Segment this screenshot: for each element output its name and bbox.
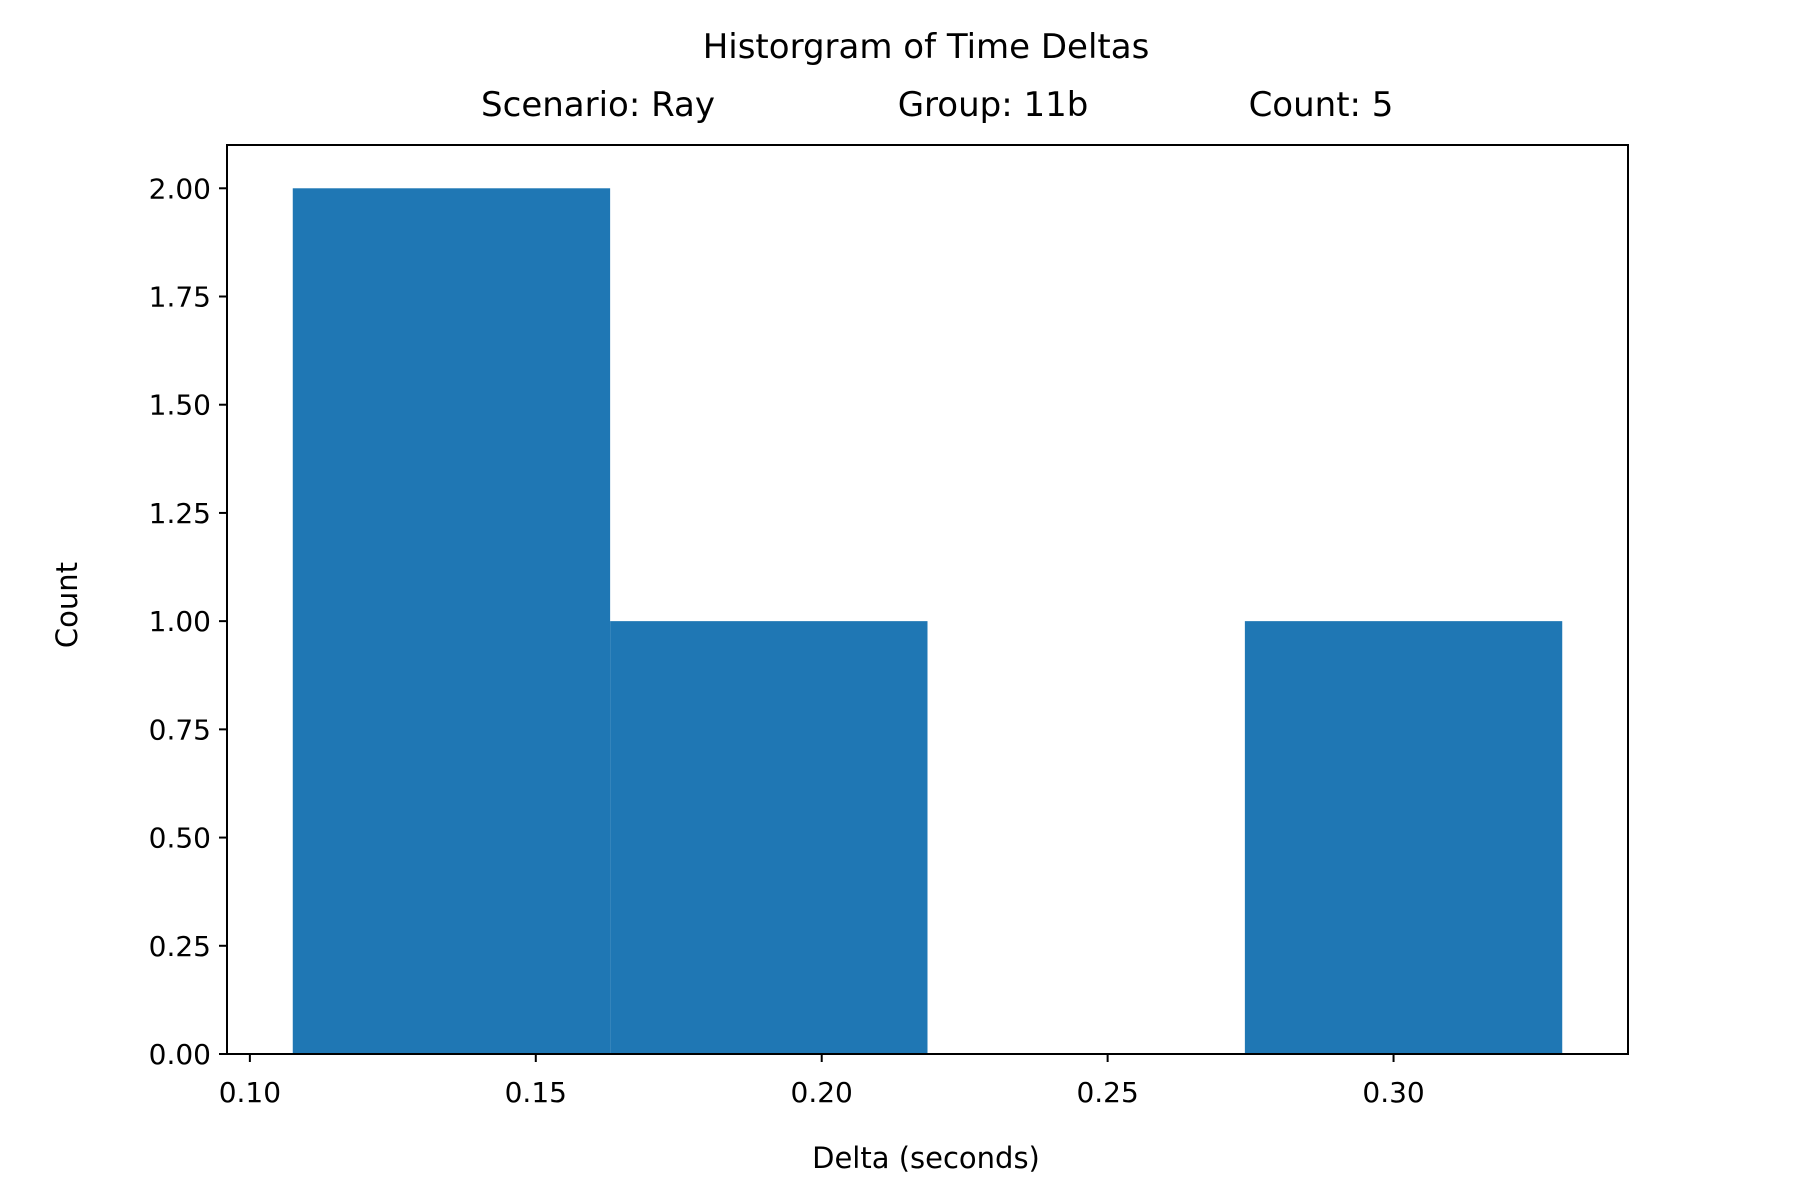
y-tick-label: 0.75 [149, 713, 211, 746]
x-tick-label: 0.20 [791, 1076, 853, 1109]
x-tick-label: 0.25 [1076, 1076, 1138, 1109]
histogram-bar-4 [1244, 621, 1563, 1054]
histogram-bar-1 [292, 188, 611, 1055]
y-tick-label: 0.50 [149, 822, 211, 855]
chart-subtitle-count: Count: 5 [1249, 85, 1394, 125]
y-axis-ticks: 0.00 0.25 0.50 0.75 1.00 1.25 1.50 1.75 2.00 [149, 172, 227, 1071]
x-tick-label: 0.15 [505, 1076, 567, 1109]
y-tick-label: 1.25 [149, 497, 211, 530]
histogram-bar-2 [610, 621, 928, 1054]
y-tick-label: 1.75 [149, 281, 211, 314]
chart-subtitle-scenario: Scenario: Ray [481, 85, 715, 125]
x-tick-label: 0.30 [1362, 1076, 1424, 1109]
y-tick-label: 1.50 [149, 389, 211, 422]
chart-title: Historgram of Time Deltas [703, 27, 1150, 67]
x-tick-label: 0.10 [219, 1076, 281, 1109]
x-axis-label: Delta (seconds) [812, 1141, 1040, 1175]
y-tick-label: 2.00 [149, 172, 211, 205]
x-axis-ticks: 0.10 0.15 0.20 0.25 0.30 [219, 1054, 1425, 1109]
plot-frame [226, 144, 1629, 1055]
y-tick-label: 0.00 [149, 1038, 211, 1071]
histogram-bars [292, 188, 1563, 1055]
y-axis-label: Count [50, 562, 84, 648]
chart-subtitle-group: Group: 11b [898, 85, 1089, 125]
y-tick-label: 1.00 [149, 605, 211, 638]
y-tick-label: 0.25 [149, 930, 211, 963]
